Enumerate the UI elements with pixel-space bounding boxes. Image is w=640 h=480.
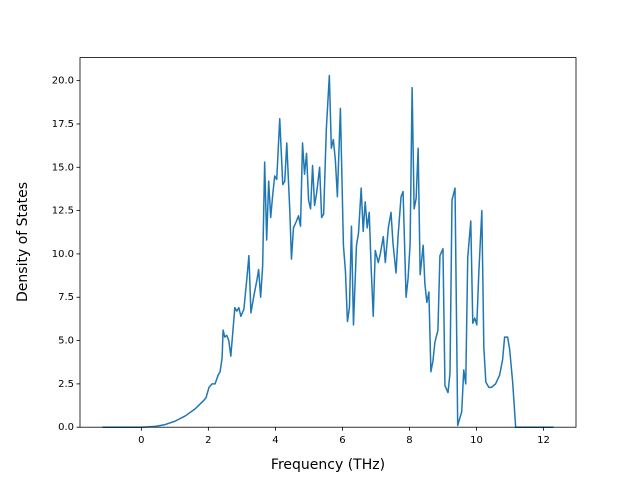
x-tick-label: 4: [272, 435, 278, 446]
x-tick-label: 0: [138, 435, 144, 446]
y-tick-label: 7.5: [58, 292, 74, 303]
y-tick-label: 5.0: [58, 336, 74, 347]
y-tick-label: 10.0: [52, 249, 74, 260]
data-line: [102, 74, 554, 428]
y-tick-label: 15.0: [52, 162, 74, 173]
x-tick-label: 2: [205, 435, 211, 446]
x-tick-label: 10: [470, 435, 483, 446]
y-axis-label: Density of States: [15, 182, 31, 302]
x-tick-label: 8: [406, 435, 412, 446]
y-tick-label: 0.0: [58, 422, 74, 433]
plot-frame: [79, 57, 577, 428]
y-tick-label: 17.5: [52, 119, 74, 130]
x-axis-label: Frequency (THz): [271, 457, 385, 473]
x-tick-label: 12: [537, 435, 550, 446]
x-tick-label: 6: [339, 435, 345, 446]
y-tick-label: 2.5: [58, 379, 74, 390]
y-tick-label: 12.5: [52, 206, 74, 217]
y-tick-label: 20.0: [52, 76, 74, 87]
